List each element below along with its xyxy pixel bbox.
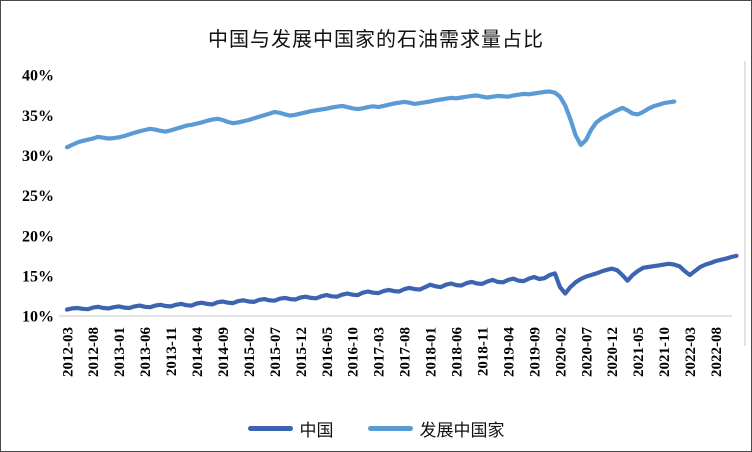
- y-tick-label: 30%: [22, 148, 54, 165]
- developing-line-swatch: [367, 426, 413, 431]
- x-tick-label: 2015-02: [242, 327, 258, 377]
- chart-title: 中国与发展中国家的石油需求量占比: [208, 29, 544, 51]
- x-tick-label: 2019-09: [527, 327, 543, 377]
- x-tick-label: 2021-10: [657, 327, 673, 377]
- x-tick-label: 2015-07: [268, 327, 284, 377]
- developing-countries-demand-line: [64, 89, 677, 150]
- x-tick-label: 2020-12: [605, 327, 621, 377]
- x-tick-label: 2019-04: [501, 327, 517, 377]
- legend: 中国 发展中国家: [1, 416, 751, 441]
- x-tick-label: 2013-11: [164, 327, 180, 376]
- x-tick-label: 2020-02: [553, 327, 569, 377]
- x-tick-label: 2015-12: [294, 327, 310, 377]
- x-tick-label: 2017-08: [398, 327, 414, 377]
- x-tick-label: 2020-07: [579, 327, 595, 377]
- legend-item-china: 中国: [247, 416, 334, 441]
- x-tick-label: 2018-11: [475, 327, 491, 376]
- china-line-swatch: [247, 426, 293, 431]
- x-tick-label: 2016-05: [320, 327, 336, 377]
- x-tick-label: 2012-08: [86, 327, 102, 377]
- x-tick-label: 2013-06: [138, 327, 154, 377]
- legend-label-developing: 发展中国家: [419, 421, 505, 440]
- x-tick-label: 2013-01: [112, 327, 128, 377]
- x-tick-label: 2014-09: [216, 327, 232, 377]
- x-tick-label: 2022-03: [683, 327, 699, 377]
- x-tick-label: 2016-10: [346, 327, 362, 377]
- legend-label-china: 中国: [299, 421, 334, 440]
- y-tick-label: 15%: [22, 268, 54, 285]
- x-tick-label: 2018-06: [450, 327, 466, 377]
- y-tick-label: 25%: [22, 188, 54, 205]
- y-tick-label: 10%: [22, 309, 54, 326]
- x-tick-label: 2017-03: [372, 327, 388, 377]
- y-tick-label: 40%: [22, 68, 54, 85]
- legend-item-developing: 发展中国家: [367, 416, 505, 441]
- x-tick-label: 2018-01: [424, 327, 440, 377]
- y-tick-label: 20%: [22, 228, 54, 245]
- x-tick-label: 2022-08: [709, 327, 725, 377]
- x-tick-label: 2021-05: [631, 327, 647, 377]
- x-tick-label: 2014-04: [190, 327, 206, 377]
- y-tick-label: 35%: [22, 108, 54, 125]
- china-demand-line: [64, 253, 739, 312]
- x-tick-label: 2012-03: [60, 327, 76, 377]
